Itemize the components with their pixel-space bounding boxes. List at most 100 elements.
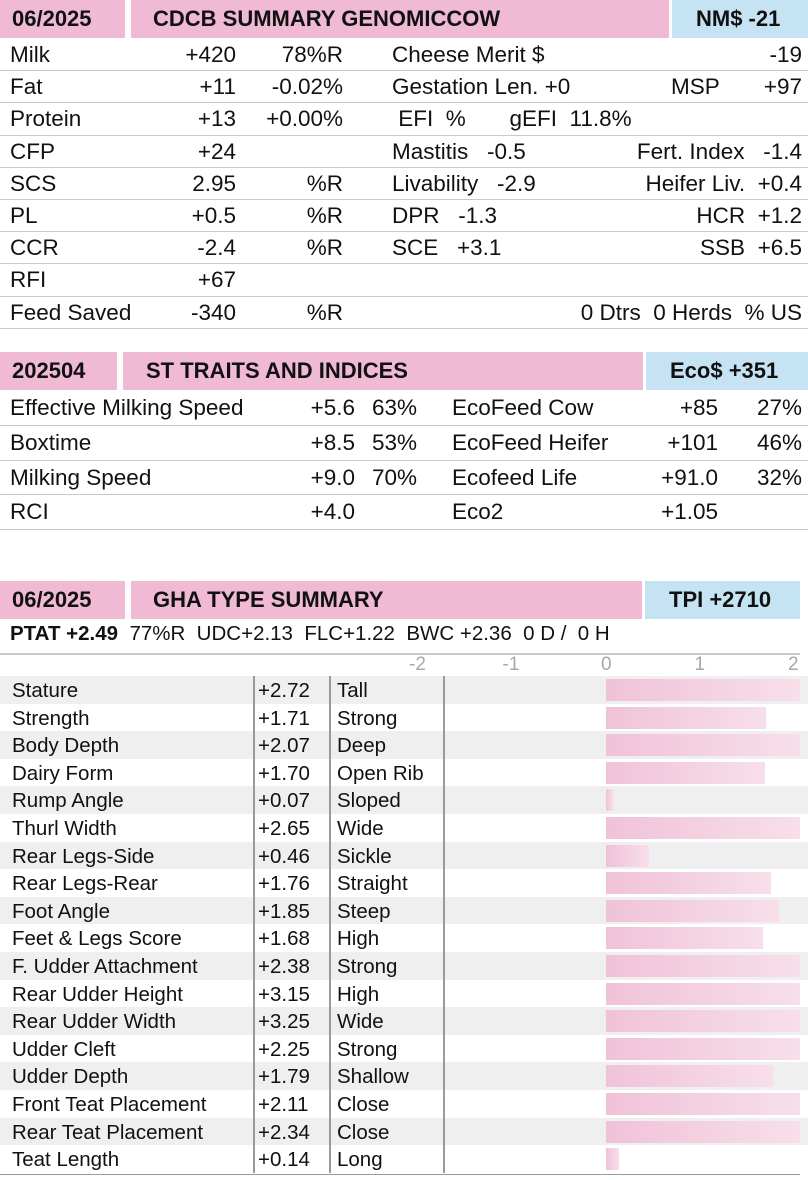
st-reliability: 70% [371,464,417,490]
type-trait-bar [606,1120,800,1143]
st-index-value: +91.0 [661,464,718,490]
type-trait-descriptor: Steep [337,899,391,923]
summary-right-label: MSP [671,74,720,100]
st-index-name: Eco2 [452,499,504,525]
type-chart-axis: -2 -1 0 1 2 [0,654,808,678]
summary-value: +11 [199,74,237,100]
summary-mid: EFI % gEFI 11.8% [392,106,632,132]
type-trait-name: Body Depth [12,734,120,758]
ptat-rest: 77%R UDC+2.13 FLC+1.22 BWC +2.36 0 D / 0… [129,622,610,645]
st-header: 202504 ST TRAITS AND INDICES Eco$ +351 [0,352,808,390]
summary-value: 2.95 [192,170,236,196]
summary-row: PL +0.5 %R DPR -1.3 HCR +1.2 [0,199,808,233]
summary-mid: SCE +3.1 [392,235,502,261]
summary-right: SSB +6.5 [700,235,802,261]
type-trait-name: Rump Angle [12,789,124,813]
type-row: Thurl Width +2.65 Wide [0,814,808,842]
summary-reliability: %R [306,235,343,261]
summary-trait: Fat [10,74,43,100]
type-trait-descriptor: Strong [337,706,398,730]
type-trait-name: Front Teat Placement [12,1093,207,1116]
type-trait-value: +2.07 [258,734,310,758]
st-trait: Boxtime [10,429,92,455]
summary-row: SCS 2.95 %R Livability -2.9 Heifer Liv. +0.4 [0,167,808,200]
summary-trait: Protein [10,106,82,132]
st-index: Eco$ +351 [646,352,808,390]
type-trait-bar [606,1010,800,1033]
type-row: Foot Angle +1.85 Steep [0,896,808,925]
summary-row: Protein +13 +0.00% EFI % gEFI 11.8% [0,102,808,136]
type-trait-name: Udder Depth [12,1065,129,1089]
summary-trait: RFI [10,267,47,293]
st-value: +9.0 [310,464,355,490]
type-row: Rear Legs-Rear +1.76 Straight [0,869,808,897]
type-trait-descriptor: Long [337,1148,383,1172]
st-value: +4.0 [310,499,355,525]
type-trait-descriptor: Sickle [337,844,392,868]
type-trait-name: Rear Teat Placement [12,1120,204,1144]
summary-trait: CCR [10,235,59,261]
type-trait-bar [606,872,771,895]
st-index-reliability: 32% [756,464,802,490]
summary-trait: Milk [10,42,50,67]
type-table-bottom-rule [0,1173,800,1176]
summary-reliability: -0.02% [271,74,343,100]
type-trait-value: +0.07 [258,789,310,813]
type-trait-bar [606,844,649,867]
summary-value: +420 [185,42,236,67]
type-trait-name: Strength [12,706,90,730]
st-date: 202504 [0,352,117,390]
st-title: ST TRAITS AND INDICES [123,352,643,390]
type-trait-descriptor: High [337,982,380,1006]
type-trait-value: +1.79 [258,1065,310,1089]
type-row: Body Depth +2.07 Deep [0,731,808,759]
summary-right: Heifer Liv. +0.4 [645,170,802,196]
type-trait-name: Foot Angle [12,899,111,923]
type-trait-value: +2.11 [258,1093,309,1116]
type-trait-name: Teat Length [12,1148,120,1172]
summary-mid: Cheese Merit $ [392,42,545,67]
type-trait-descriptor: Open Rib [337,761,424,785]
summary-right: -19 [769,42,802,67]
type-row: Rear Teat Placement +2.34 Close [0,1117,808,1146]
axis-tick-label: -1 [502,654,520,675]
type-trait-value: +1.85 [258,899,310,923]
st-reliability: 53% [371,429,417,455]
st-trait: Effective Milking Speed [10,395,244,420]
type-trait-value: +2.72 [258,679,310,702]
st-index-reliability: 46% [756,429,802,455]
summary-value: +0.5 [191,203,236,228]
type-trait-value: +1.70 [258,761,310,785]
type-trait-value: +1.76 [258,872,310,896]
type-trait-value: +3.15 [258,982,310,1006]
type-trait-value: +1.71 [258,706,310,730]
st-index-reliability: 27% [756,395,802,420]
type-row: Rear Udder Height +3.15 High [0,980,808,1008]
summary-right: 0 Dtrs 0 Herds % US [580,299,802,325]
st-index-value: +1.05 [661,499,718,525]
summary-trait: Feed Saved [10,299,132,325]
axis-tick-label: 2 [788,654,799,675]
type-trait-descriptor: Wide [337,1010,384,1034]
summary-value: +13 [197,106,236,132]
type-trait-value: +2.34 [258,1120,310,1144]
type-trait-bar [606,789,613,812]
type-trait-bar [606,706,766,729]
summary-value: -340 [190,299,236,325]
type-trait-descriptor: Straight [337,872,408,896]
st-row: Boxtime +8.5 53% EcoFeed Heifer +101 46% [0,425,808,461]
st-index-name: EcoFeed Heifer [452,429,609,455]
summary-reliability: 78%R [281,42,343,67]
type-trait-name: Rear Udder Width [12,1010,177,1034]
type-trait-bar [606,982,800,1005]
type-index: TPI +2710 [645,581,800,619]
summary-mid: Mastitis -0.5 [392,138,526,164]
st-index-name: EcoFeed Cow [452,395,594,420]
type-column-divider [253,676,255,1173]
type-trait-name: Dairy Form [12,761,114,785]
type-row: Udder Cleft +2.25 Strong [0,1035,808,1063]
type-trait-value: +2.25 [258,1037,310,1061]
st-row: Milking Speed +9.0 70% Ecofeed Life +91.0 32% [0,460,808,496]
type-row: Dairy Form +1.70 Open Rib [0,759,808,787]
type-trait-value: +2.65 [258,817,310,840]
